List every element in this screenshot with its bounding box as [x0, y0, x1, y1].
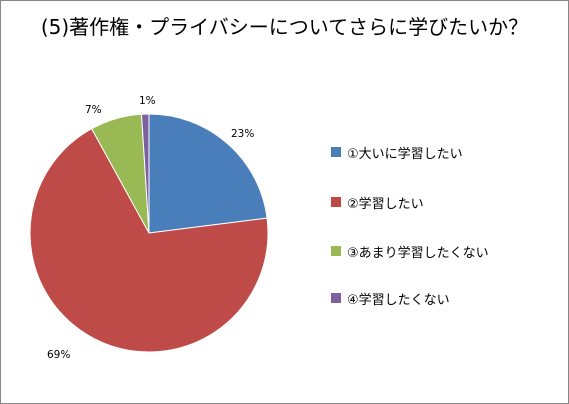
legend-label-1: ①大いに学習したい	[347, 146, 463, 162]
legend-swatch-1	[331, 147, 341, 157]
legend-label-2: ②学習したい	[347, 196, 424, 212]
legend-item-3: ③あまり学習したくない	[331, 241, 489, 261]
pie-slice-1	[148, 113, 268, 234]
legend-swatch-2	[331, 197, 341, 207]
pie-slice-2	[29, 128, 269, 353]
data-label-2: 69%	[47, 349, 70, 361]
legend-label-4: ④学習したくない	[347, 292, 450, 308]
legend-item-2: ②学習したい	[331, 192, 424, 212]
legend-item-1: ①大いに学習したい	[331, 142, 463, 162]
data-label-4: 1%	[139, 95, 156, 107]
legend-item-4: ④学習したくない	[331, 288, 450, 308]
data-label-3: 7%	[85, 104, 102, 116]
legend-label-3: ③あまり学習したくない	[347, 245, 489, 261]
chart-title: (5)著作権・プライバシーについてさらに学びたいか？	[40, 15, 529, 39]
data-label-1: 23%	[231, 128, 254, 140]
legend-swatch-4	[331, 293, 341, 303]
legend-swatch-3	[331, 246, 341, 256]
pie-slice-4	[140, 113, 150, 234]
